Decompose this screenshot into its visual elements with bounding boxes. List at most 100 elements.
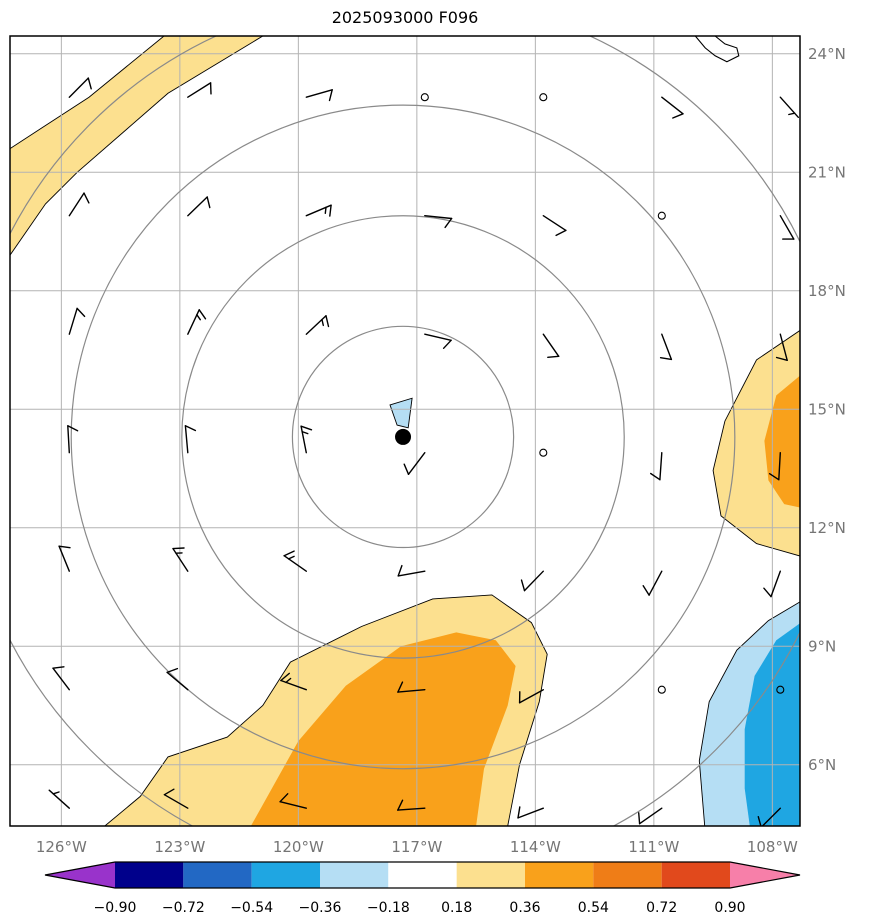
colorbar-tick-label: 0.90: [714, 900, 745, 916]
y-tick-label: 9°N: [808, 637, 836, 655]
wind-barb: [517, 806, 544, 819]
colorbar-tick-label: 0.18: [441, 900, 472, 916]
wind-barb: [642, 570, 663, 596]
wind-barb: [48, 789, 71, 809]
wind-barb: [397, 681, 426, 693]
x-tick-label: 111°W: [628, 838, 679, 856]
wind-barb: [187, 309, 207, 335]
x-tick-label: 108°W: [747, 838, 798, 856]
wind-barb: [518, 689, 544, 704]
colorbar-tick-label: −0.90: [94, 900, 137, 916]
colorbar-tick-label: 0.72: [646, 900, 677, 916]
filled-region-center-light-blue-patch: [389, 397, 413, 429]
wind-barb: [638, 807, 663, 825]
wind-barb: [67, 425, 79, 454]
y-tick-label: 6°N: [808, 756, 836, 774]
wind-barb: [187, 82, 212, 98]
colorbar-tick-label: 0.54: [578, 900, 609, 916]
colorbar-outline: [44, 861, 801, 889]
y-tick-label: 24°N: [808, 45, 846, 63]
calm-wind-circle: [657, 685, 666, 694]
wind-barb: [166, 667, 189, 691]
y-tick-label: 21°N: [808, 163, 846, 181]
y-tick-label: 18°N: [808, 282, 846, 300]
wind-barb: [172, 547, 189, 572]
plot-title: 2025093000 F096: [331, 8, 479, 27]
wind-barb: [305, 204, 332, 217]
y-tick-label: 15°N: [808, 400, 846, 418]
wind-barb: [300, 425, 313, 454]
y-tick-label: 12°N: [808, 519, 846, 537]
coastline: [694, 36, 740, 63]
plot-border: [9, 35, 801, 827]
range-ring: [70, 104, 736, 770]
wind-barb: [397, 564, 426, 577]
wind-barb: [68, 192, 90, 217]
colorbar-segment: [456, 862, 525, 888]
wind-barb: [397, 799, 426, 811]
wind-barb: [424, 214, 453, 229]
filled-region-east-yellow: [712, 329, 800, 557]
range-ring: [181, 215, 625, 659]
wind-barb: [305, 89, 333, 102]
wind-barb: [763, 570, 781, 598]
colorbar-extend-right: [730, 862, 800, 888]
colorbar-segment: [593, 862, 662, 888]
wind-barb: [659, 333, 673, 361]
colorbar-segment: [320, 862, 389, 888]
calm-wind-circle: [539, 93, 548, 102]
wind-barb: [187, 196, 211, 217]
colorbar-tick-label: 0.36: [509, 900, 540, 916]
colorbar-tick-label: −0.54: [230, 900, 273, 916]
colorbar-segment: [525, 862, 594, 888]
wind-barb: [768, 452, 781, 481]
wind-barb: [403, 452, 426, 475]
wind-barb: [520, 570, 544, 592]
x-tick-label: 126°W: [36, 838, 87, 856]
wind-barb: [58, 545, 71, 572]
filled-region-east-orange: [764, 375, 800, 508]
wind-barb: [775, 333, 788, 361]
x-tick-label: 117°W: [391, 838, 442, 856]
wind-barb: [424, 333, 452, 349]
wind-barb: [52, 666, 71, 691]
colorbar-segment: [115, 862, 184, 888]
x-tick-label: 123°W: [154, 838, 205, 856]
calm-wind-circle: [776, 685, 785, 694]
wind-barb: [68, 307, 86, 335]
calm-wind-circle: [539, 448, 548, 457]
wind-barb: [68, 77, 92, 98]
wind-barb: [542, 333, 560, 358]
range-ring: [291, 325, 515, 549]
wind-barb: [650, 452, 663, 481]
colorbar-segment: [251, 862, 320, 888]
wind-barb: [280, 672, 307, 691]
wind-barb: [661, 96, 684, 119]
calm-wind-circle: [657, 211, 666, 220]
wind-barb: [163, 788, 189, 809]
colorbar: −0.90 −0.72 −0.54 −0.36 −0.18 0.18 0.36 0.54 0.7…: [44, 861, 801, 916]
colorbar-extend-left: [45, 862, 115, 888]
colorbar-segment: [388, 862, 457, 888]
filled-region-south-orange: [250, 632, 516, 826]
plot-area: [10, 36, 800, 826]
wind-barb: [542, 214, 567, 237]
colorbar-segment: [661, 862, 730, 888]
wind-barb: [779, 96, 799, 119]
wind-barb: [283, 550, 307, 572]
storm-center-marker: [395, 428, 412, 445]
colorbar-tick-label: −0.72: [162, 900, 205, 916]
x-tick-label: 120°W: [273, 838, 324, 856]
colorbar-segment: [183, 862, 252, 888]
wind-barb: [779, 214, 795, 240]
wind-barb: [279, 793, 307, 809]
wind-barb: [305, 315, 330, 335]
x-tick-label: 114°W: [510, 838, 561, 856]
map-plot: 126°W 123°W 120°W 117°W 114°W 111°W 108°W 24°N 2…: [9, 35, 846, 856]
colorbar-tick-label: −0.18: [367, 900, 410, 916]
colorbar-tick-label: −0.36: [299, 900, 342, 916]
filled-region-nw-yellow-band: [10, 36, 264, 256]
calm-wind-circle: [420, 93, 429, 102]
wind-barb: [184, 425, 197, 454]
